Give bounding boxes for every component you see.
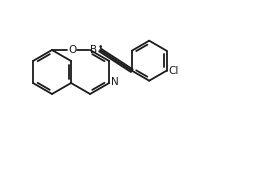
Text: Cl: Cl xyxy=(169,66,179,76)
Text: N: N xyxy=(111,77,119,87)
Text: B: B xyxy=(91,45,98,55)
Text: O: O xyxy=(68,45,76,55)
Text: •: • xyxy=(98,43,103,51)
